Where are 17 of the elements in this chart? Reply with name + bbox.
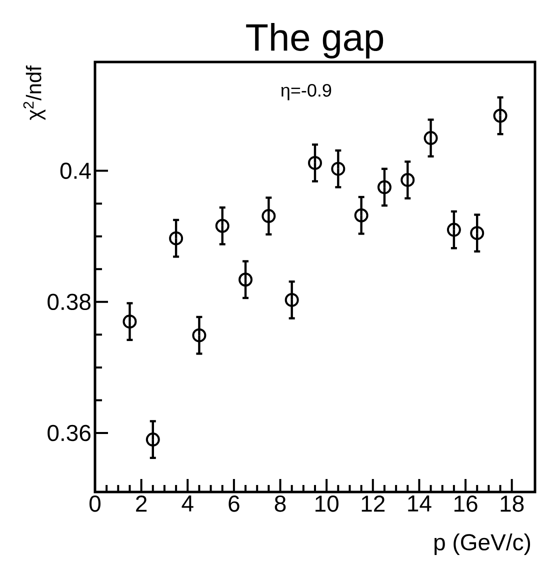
annotation: η=-0.9 (281, 84, 332, 100)
x-tick-label: 8 (274, 496, 286, 512)
y-tick-label: 0.4 (60, 162, 91, 179)
x-tick-label: 0 (90, 496, 101, 512)
x-tick-label: 14 (408, 496, 432, 512)
x-tick-label: 12 (362, 496, 385, 512)
x-tick-label: 4 (182, 496, 194, 512)
y-tick-label: 0.38 (48, 294, 90, 310)
x-axis-title: p (GeV/c) (434, 534, 530, 555)
x-tick-label: 10 (316, 496, 338, 512)
x-tick-label: 18 (500, 496, 524, 512)
x-tick-label: 16 (454, 496, 478, 512)
chart-title: The gap (246, 23, 384, 58)
x-tick-label: 6 (228, 496, 240, 512)
y-axis-title: χ$^{2}$/ndf (23, 66, 46, 120)
x-tick-label: 2 (136, 496, 147, 512)
y-tick-label: 0.36 (48, 424, 90, 442)
